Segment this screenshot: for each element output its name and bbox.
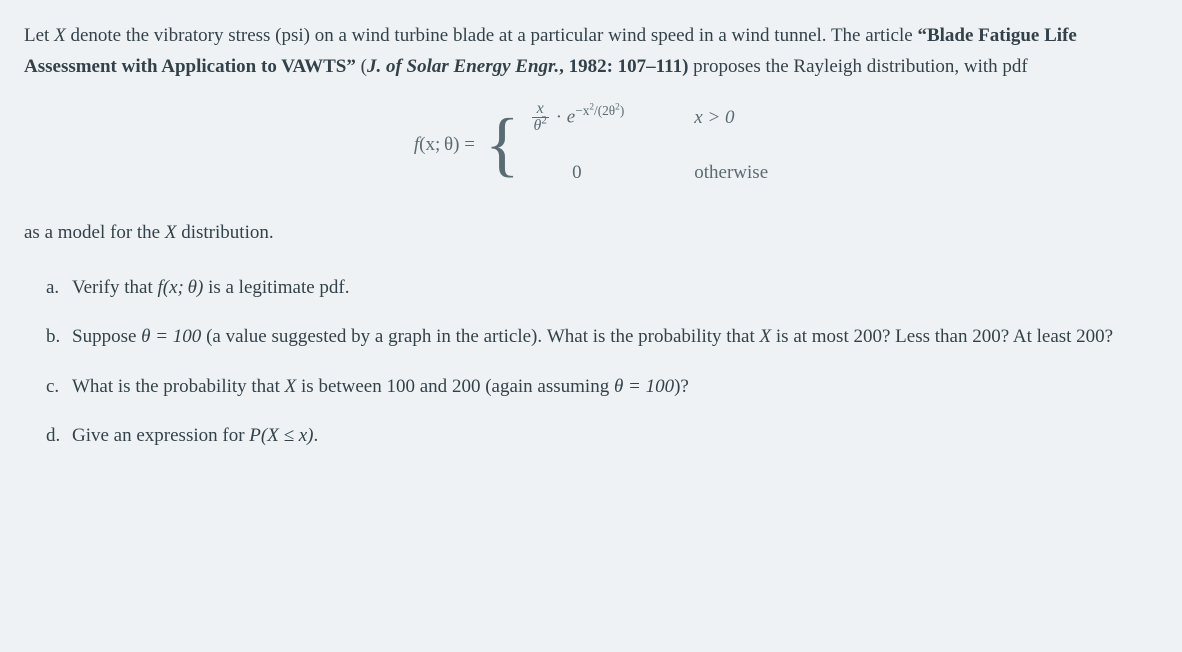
b-n2: 200 (972, 326, 1001, 347)
mid-paragraph: as a model for the X distribution. (24, 217, 1158, 248)
item-d-body: Give an expression for P(X ≤ x). (72, 420, 318, 451)
cond-1: x > 0 (694, 107, 734, 128)
citation: , 1982: 107–111) (559, 56, 688, 77)
item-b-marker: b. (46, 321, 72, 352)
b-n1: 200 (853, 326, 882, 347)
item-b: b. Suppose θ = 100 (a value suggested by… (24, 321, 1158, 352)
c-var: X (285, 376, 297, 397)
b-t4: ? Less than (882, 326, 972, 347)
d-px: P(X ≤ x) (249, 425, 313, 446)
c-t2: is between (296, 376, 386, 397)
b-t2: (a value suggested by a graph in the art… (201, 326, 759, 347)
c-n2: 200 (452, 376, 481, 397)
item-d-marker: d. (46, 420, 72, 451)
case-1-cond: x > 0 (694, 102, 768, 133)
c-t1: What is the probability that (72, 376, 285, 397)
exp-div: /(2θ (594, 103, 615, 118)
exp-neg: −x (575, 103, 589, 118)
item-c-body: What is the probability that X is betwee… (72, 371, 689, 402)
b-t6: ? (1105, 326, 1113, 347)
intro-text-4: proposes the Rayleigh distribution, with… (688, 56, 1027, 77)
intro-text-2: denote the vibratory stress (psi) on a w… (66, 25, 918, 46)
mid-text-2: distribution. (176, 222, 273, 243)
item-c-marker: c. (46, 371, 72, 402)
frac-num-x: x (537, 100, 544, 117)
fraction: x θ2 (532, 101, 549, 136)
intro-text-1: Let (24, 25, 54, 46)
question-list: a. Verify that f(x; θ) is a legitimate p… (24, 272, 1158, 451)
exp-close: ) (620, 103, 624, 118)
c-n1: 100 (387, 376, 416, 397)
intro-var-X: X (54, 25, 66, 46)
case-1-expr: x θ2 · e−x2/(2θ2) (530, 101, 625, 136)
formula-block: f(x; θ) = { x θ2 · e−x2/(2θ2) x > 0 0 ot… (24, 101, 1158, 189)
d-t1: Give an expression for (72, 425, 249, 446)
item-b-body: Suppose θ = 100 (a value suggested by a … (72, 321, 1113, 352)
b-eq: θ = 100 (141, 326, 201, 347)
item-c: c. What is the probability that X is bet… (24, 371, 1158, 402)
b-t5: ? At least (1001, 326, 1076, 347)
b-n3: 200 (1076, 326, 1105, 347)
frac-den-sup: 2 (541, 115, 547, 127)
a-fx: f(x; θ) (157, 277, 203, 298)
intro-text-3: ( (356, 56, 367, 77)
a-t2: is a legitimate pdf. (203, 277, 349, 298)
cases: x θ2 · e−x2/(2θ2) x > 0 0 otherwise (530, 101, 769, 189)
d-t2: . (314, 425, 319, 446)
b-t3: is at most (771, 326, 853, 347)
b-t1: Suppose (72, 326, 141, 347)
b-var: X (760, 326, 772, 347)
dot: · (551, 106, 567, 127)
c-t5: )? (674, 376, 689, 397)
mid-text-1: as a model for the (24, 222, 165, 243)
c-t4: (again assuming (480, 376, 614, 397)
a-t1: Verify that (72, 277, 157, 298)
rayleigh-pdf-formula: f(x; θ) = { x θ2 · e−x2/(2θ2) x > 0 0 ot… (414, 101, 768, 189)
item-d: d. Give an expression for P(X ≤ x). (24, 420, 1158, 451)
e: e (567, 106, 575, 127)
mid-var-X: X (165, 222, 177, 243)
journal-name: J. of Solar Energy Engr. (367, 56, 559, 77)
frac-den: θ2 (532, 117, 549, 135)
brace-icon: { (485, 114, 520, 175)
formula-lhs: f(x; θ) = (414, 129, 475, 160)
c-eq: θ = 100 (614, 376, 674, 397)
exponent: −x2/(2θ2) (575, 103, 624, 118)
item-a: a. Verify that f(x; θ) is a legitimate p… (24, 272, 1158, 303)
item-a-body: Verify that f(x; θ) is a legitimate pdf. (72, 272, 349, 303)
c-t3: and (415, 376, 452, 397)
case-2-expr: 0 (530, 157, 625, 188)
item-a-marker: a. (46, 272, 72, 303)
lhs-arg: (x; θ) = (419, 134, 475, 155)
intro-paragraph: Let X denote the vibratory stress (psi) … (24, 20, 1158, 83)
case-2-cond: otherwise (694, 157, 768, 188)
